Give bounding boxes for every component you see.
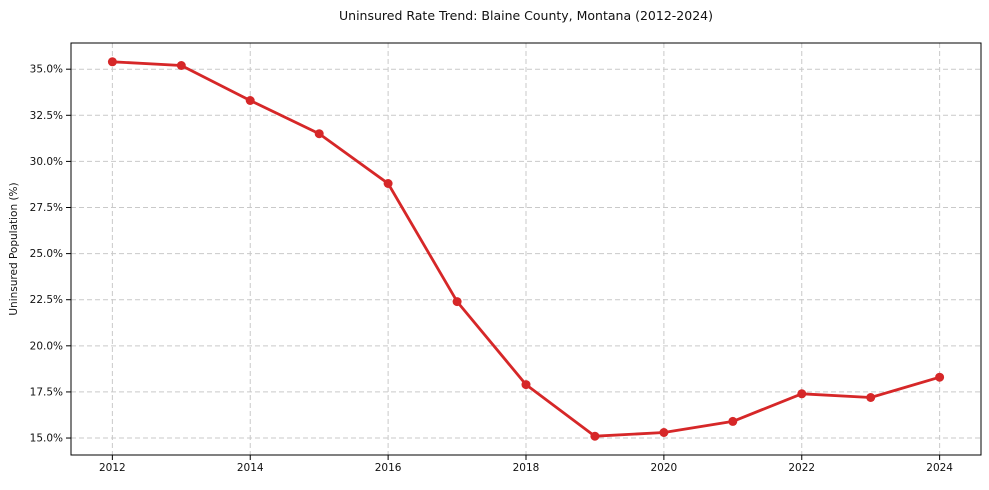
plot-border [70,42,982,456]
data-point-2024 [935,372,945,382]
data-point-2023 [866,393,876,402]
y-tick-label-27.5: 27.5% [30,202,63,214]
y-tick-label-35: 35.0% [30,64,63,76]
y-tick-label-22.5: 22.5% [30,294,63,306]
data-point-2014 [245,96,255,105]
data-point-2020 [659,428,669,437]
y-tick-label-20: 20.0% [30,340,63,352]
x-tick-label-2022: 2022 [788,462,815,474]
y-tick-label-17.5: 17.5% [30,386,63,398]
tick-marks-group [66,68,941,460]
x-tick-label-2020: 2020 [651,462,678,474]
y-tick-label-15: 15.0% [30,433,63,445]
gridlines-group [71,43,981,455]
x-tick-label-2012: 2012 [99,462,126,474]
y-axis-label: Uninsured Population (%) [8,182,20,315]
data-point-2017 [452,297,462,307]
x-tick-label-2016: 2016 [375,462,402,474]
data-point-2012 [107,57,117,67]
x-tick-label-2018: 2018 [513,462,540,474]
data-point-2018 [521,380,531,390]
y-tick-label-30: 30.0% [30,156,63,168]
axes-spines-group [70,42,982,456]
y-tick-label-25: 25.0% [30,248,63,260]
data-point-2016 [383,179,393,188]
tick-labels-group: 2012 2014 2016 2018 2020 2022 2024 15.0% 17.5% 20… [30,64,954,474]
y-tick-label-32.5: 32.5% [30,110,63,122]
x-tick-label-2024: 2024 [926,462,953,474]
chart-title: Uninsured Rate Trend: Blaine County, Mon… [339,8,713,23]
data-series-group [107,57,945,441]
data-point-2022 [797,389,807,399]
data-point-2021 [728,416,738,426]
data-point-2015 [314,129,324,139]
data-point-2019 [590,431,600,441]
x-tick-label-2014: 2014 [237,462,264,474]
data-point-2013 [176,61,186,70]
